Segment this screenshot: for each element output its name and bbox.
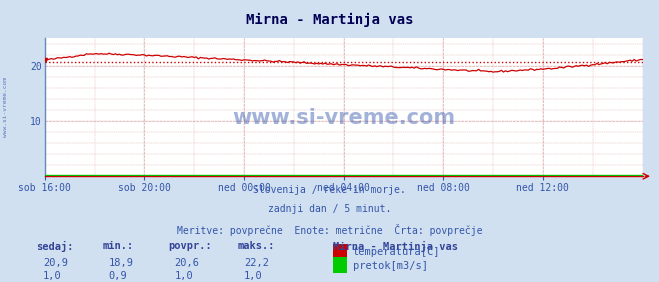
Text: zadnji dan / 5 minut.: zadnji dan / 5 minut. (268, 204, 391, 214)
Text: 1,0: 1,0 (244, 271, 262, 281)
Text: 0,9: 0,9 (109, 271, 127, 281)
Text: pretok[m3/s]: pretok[m3/s] (353, 261, 428, 271)
Text: 1,0: 1,0 (175, 271, 193, 281)
Text: Mirna - Martinja vas: Mirna - Martinja vas (333, 241, 458, 252)
Text: povpr.:: povpr.: (168, 241, 212, 251)
Text: Meritve: povprečne  Enote: metrične  Črta: povprečje: Meritve: povprečne Enote: metrične Črta:… (177, 224, 482, 236)
Text: temperatura[C]: temperatura[C] (353, 247, 440, 257)
Text: www.si-vreme.com: www.si-vreme.com (3, 77, 9, 137)
Text: 1,0: 1,0 (43, 271, 61, 281)
Text: Mirna - Martinja vas: Mirna - Martinja vas (246, 13, 413, 27)
Text: 20,6: 20,6 (175, 258, 200, 268)
Text: 18,9: 18,9 (109, 258, 134, 268)
Text: Slovenija / reke in morje.: Slovenija / reke in morje. (253, 185, 406, 195)
Text: 20,9: 20,9 (43, 258, 68, 268)
Text: sedaj:: sedaj: (36, 241, 74, 252)
Text: 22,2: 22,2 (244, 258, 269, 268)
Text: min.:: min.: (102, 241, 133, 251)
Text: www.si-vreme.com: www.si-vreme.com (232, 108, 455, 128)
Text: maks.:: maks.: (237, 241, 275, 251)
